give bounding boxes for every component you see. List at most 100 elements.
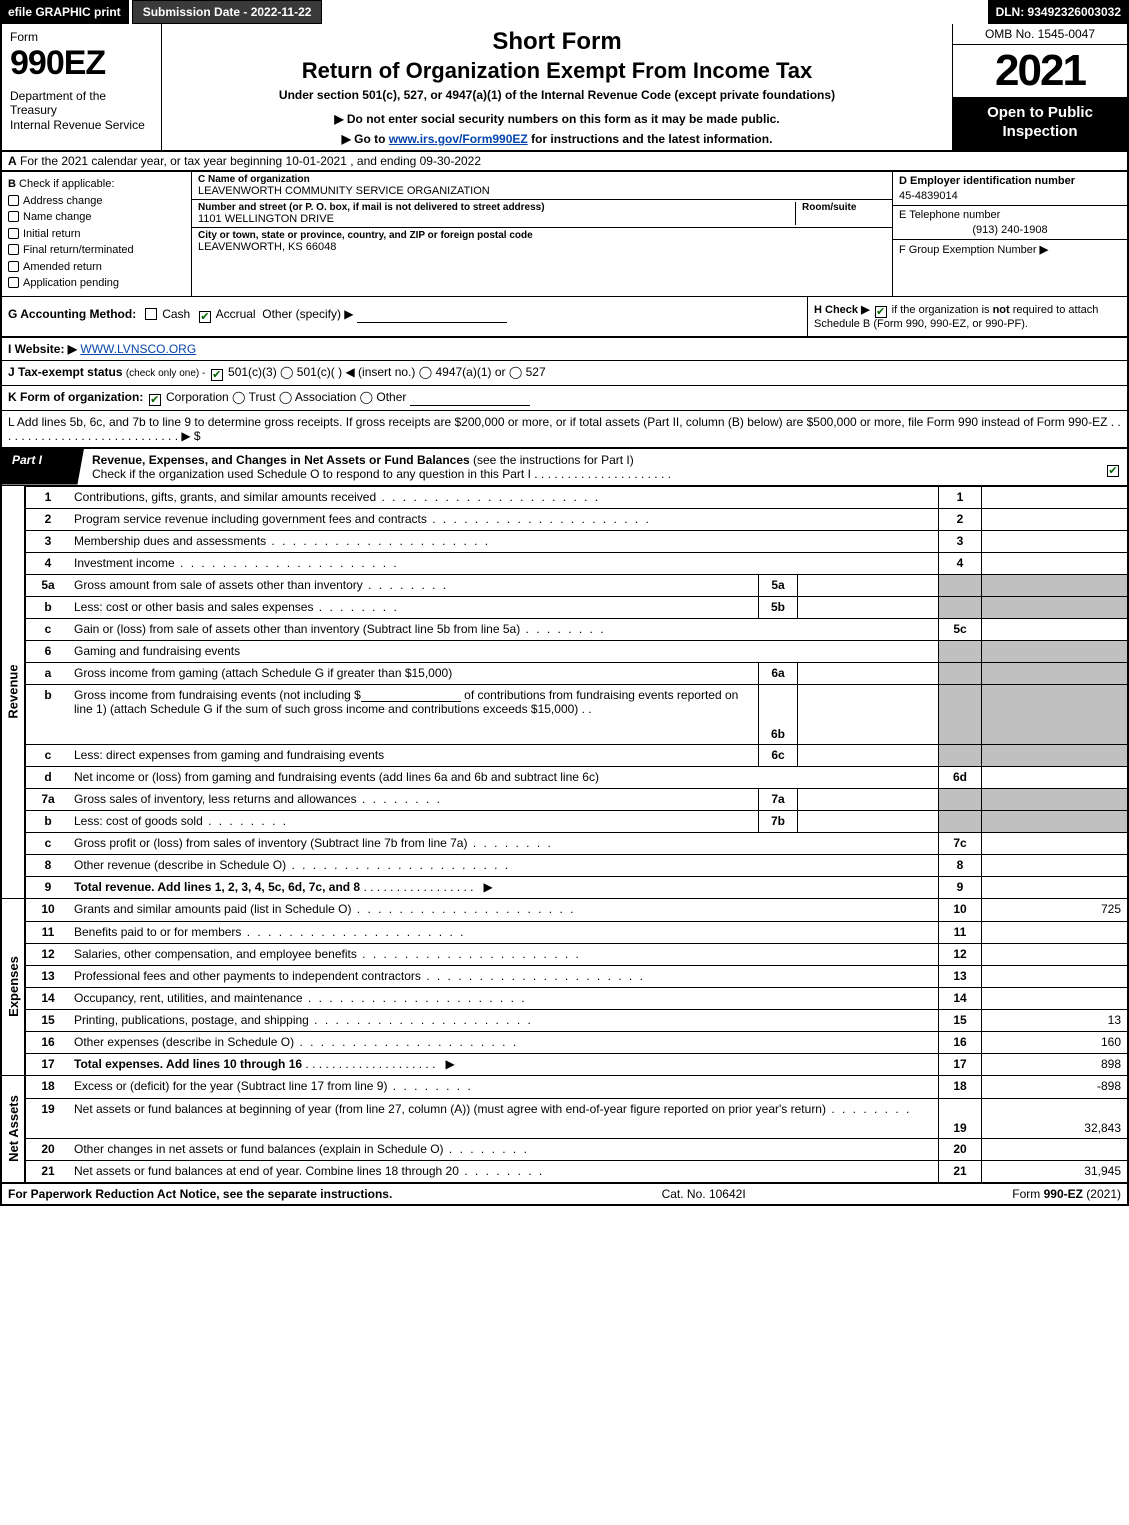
line-value: 31,945: [982, 1161, 1127, 1182]
line-ref: 1: [938, 487, 982, 508]
checkbox-501c3[interactable]: [211, 369, 223, 381]
line-ref: 2: [938, 509, 982, 530]
line-ref: 21: [938, 1161, 982, 1182]
line-ref: [938, 597, 982, 618]
checkbox-accrual[interactable]: [199, 311, 211, 323]
fundraising-amount-input[interactable]: [361, 688, 461, 702]
org-name-value: LEAVENWORTH COMMUNITY SERVICE ORGANIZATI…: [198, 185, 886, 197]
section-b-label: B: [8, 178, 16, 190]
line-text: Gain or (loss) from sale of assets other…: [70, 619, 938, 640]
line-ref: 16: [938, 1032, 982, 1053]
checkbox-final-return[interactable]: [8, 244, 19, 255]
line-num: b: [26, 597, 70, 618]
sub-ref: 7b: [758, 811, 798, 832]
section-bcdef: B Check if applicable: Address change Na…: [0, 172, 1129, 296]
line-text: Program service revenue including govern…: [70, 509, 938, 530]
line-value: [982, 487, 1127, 508]
sub-ref: 6b: [758, 685, 798, 744]
sub-value: [798, 575, 938, 596]
room-label: Room/suite: [802, 202, 886, 213]
line-text: Gross amount from sale of assets other t…: [70, 575, 758, 596]
section-h: H Check ▶ if the organization is not req…: [807, 297, 1127, 336]
tax-exempt-label: J Tax-exempt status: [8, 365, 123, 379]
line-ref: [938, 811, 982, 832]
sub-ref: 6c: [758, 745, 798, 766]
line-ref: 14: [938, 988, 982, 1009]
line-value: 13: [982, 1010, 1127, 1031]
line-value: [982, 663, 1127, 684]
sub-ref: 5b: [758, 597, 798, 618]
irs-link[interactable]: www.irs.gov/Form990EZ: [389, 132, 528, 146]
line-value: 898: [982, 1054, 1127, 1075]
sub-value: [798, 789, 938, 810]
line-value: [982, 509, 1127, 530]
line-text: Excess or (deficit) for the year (Subtra…: [70, 1076, 938, 1098]
revenue-section: Revenue 1Contributions, gifts, grants, a…: [0, 485, 1129, 898]
ein-label: D Employer identification number: [899, 175, 1121, 187]
sub-value: [798, 745, 938, 766]
line-text: Professional fees and other payments to …: [70, 966, 938, 987]
line-ref: 10: [938, 899, 982, 921]
checkbox-amended-return[interactable]: [8, 261, 19, 272]
line-num: 2: [26, 509, 70, 530]
checkbox-name-change[interactable]: [8, 211, 19, 222]
other-specify-input[interactable]: [357, 309, 507, 323]
line-num: 17: [26, 1054, 70, 1075]
header-left: Form 990EZ Department of the Treasury In…: [2, 24, 162, 150]
sub-value: [798, 811, 938, 832]
line-ref: 7c: [938, 833, 982, 854]
line-text: Salaries, other compensation, and employ…: [70, 944, 938, 965]
website-link[interactable]: WWW.LVNSCO.ORG: [80, 342, 196, 356]
line-num: 18: [26, 1076, 70, 1098]
line-num: 11: [26, 922, 70, 943]
line-text: Other expenses (describe in Schedule O): [70, 1032, 938, 1053]
chk-label: Amended return: [23, 261, 102, 273]
line-value: [982, 597, 1127, 618]
line-ref: 5c: [938, 619, 982, 640]
line-num: 14: [26, 988, 70, 1009]
line-value: 160: [982, 1032, 1127, 1053]
header-center: Short Form Return of Organization Exempt…: [162, 24, 952, 150]
line-ref: 8: [938, 855, 982, 876]
street-value: 1101 WELLINGTON DRIVE: [198, 213, 789, 225]
line-ref: 11: [938, 922, 982, 943]
line-ref: 18: [938, 1076, 982, 1098]
line-text: Gross sales of inventory, less returns a…: [70, 789, 758, 810]
line-ref: 4: [938, 553, 982, 574]
dln-label: DLN: 93492326003032: [988, 0, 1129, 24]
form-org-label: K Form of organization:: [8, 390, 143, 404]
line-ref: [938, 575, 982, 596]
line-num: 4: [26, 553, 70, 574]
other-org-input[interactable]: [410, 392, 530, 406]
line-text: Other revenue (describe in Schedule O): [70, 855, 938, 876]
checkbox-cash[interactable]: [145, 308, 157, 320]
arrow-icon: ▶: [1040, 244, 1048, 256]
line-num: b: [26, 685, 70, 744]
line-num: b: [26, 811, 70, 832]
line-value: [982, 685, 1127, 744]
city-label: City or town, state or province, country…: [198, 230, 886, 241]
line-num: 1: [26, 487, 70, 508]
line-text: Benefits paid to or for members: [70, 922, 938, 943]
line-num: 7a: [26, 789, 70, 810]
checkbox-address-change[interactable]: [8, 195, 19, 206]
submission-date-button[interactable]: Submission Date - 2022-11-22: [132, 0, 323, 24]
line-text: Other changes in net assets or fund bala…: [70, 1139, 938, 1160]
line-text: Net assets or fund balances at end of ye…: [70, 1161, 938, 1182]
checkbox-schedule-o-part-i[interactable]: [1107, 465, 1119, 477]
line-num: c: [26, 745, 70, 766]
section-gh: G Accounting Method: Cash Accrual Other …: [0, 296, 1129, 338]
chk-label: Initial return: [23, 228, 80, 240]
checkbox-application-pending[interactable]: [8, 277, 19, 288]
net-assets-section: Net Assets 18Excess or (deficit) for the…: [0, 1075, 1129, 1184]
line-value: [982, 877, 1127, 898]
line-num: 13: [26, 966, 70, 987]
goto-text: ▶ Go to www.irs.gov/Form990EZ for instru…: [172, 132, 942, 146]
section-l: L Add lines 5b, 6c, and 7b to line 9 to …: [0, 411, 1129, 449]
checkbox-schedule-b[interactable]: [875, 306, 887, 318]
form-header: Form 990EZ Department of the Treasury In…: [0, 24, 1129, 152]
checkbox-initial-return[interactable]: [8, 228, 19, 239]
line-value: [982, 944, 1127, 965]
checkbox-corporation[interactable]: [149, 394, 161, 406]
line-num: 20: [26, 1139, 70, 1160]
